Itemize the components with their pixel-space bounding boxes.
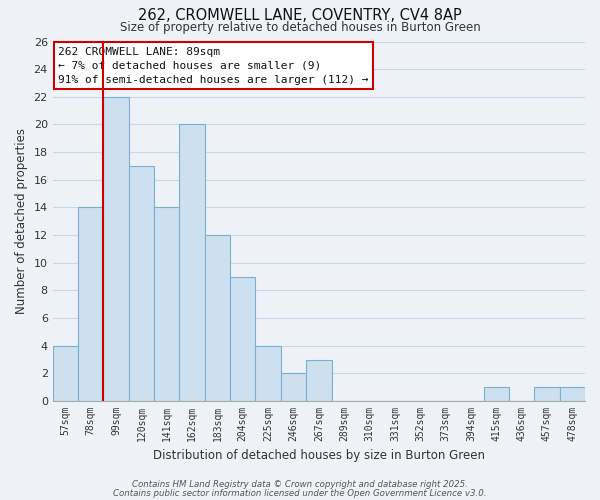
Text: 262 CROMWELL LANE: 89sqm
← 7% of detached houses are smaller (9)
91% of semi-det: 262 CROMWELL LANE: 89sqm ← 7% of detache… [58,47,368,85]
Bar [281,374,306,401]
Bar [78,208,103,401]
Text: Contains public sector information licensed under the Open Government Licence v3: Contains public sector information licen… [113,488,487,498]
Bar [129,166,154,401]
Bar [179,124,205,401]
X-axis label: Distribution of detached houses by size in Burton Green: Distribution of detached houses by size … [153,450,485,462]
Text: Contains HM Land Registry data © Crown copyright and database right 2025.: Contains HM Land Registry data © Crown c… [132,480,468,489]
Bar [230,276,256,401]
Text: 262, CROMWELL LANE, COVENTRY, CV4 8AP: 262, CROMWELL LANE, COVENTRY, CV4 8AP [138,8,462,22]
Bar [484,387,509,401]
Bar [53,346,78,401]
Bar [103,97,129,401]
Bar [560,387,585,401]
Text: Size of property relative to detached houses in Burton Green: Size of property relative to detached ho… [119,21,481,34]
Bar [256,346,281,401]
Bar [154,208,179,401]
Y-axis label: Number of detached properties: Number of detached properties [15,128,28,314]
Bar [306,360,332,401]
Bar [535,387,560,401]
Bar [205,235,230,401]
